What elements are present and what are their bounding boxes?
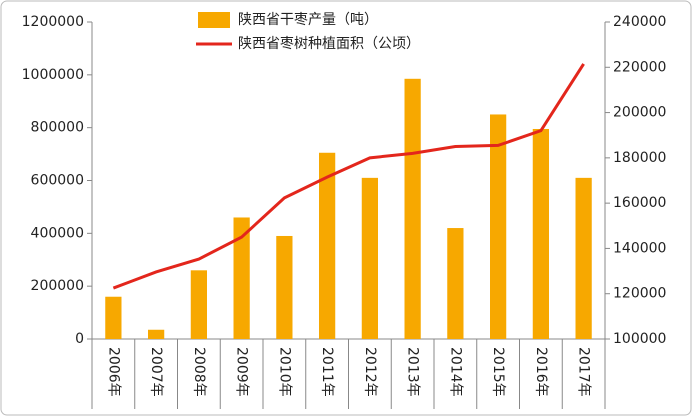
y2-tick-label: 200000 [613,105,666,121]
y2-tick-label: 220000 [613,59,666,75]
x-tick-label: 2008年 [191,347,207,397]
legend-label: 陕西省干枣产量（吨） [238,12,378,28]
bar [190,270,207,339]
bar [490,114,507,339]
x-tick-label: 2007年 [148,347,164,397]
y2-tick-label: 240000 [613,14,666,30]
legend-label: 陕西省枣树种植面积（公顷） [238,36,420,52]
x-tick-label: 2013年 [405,347,421,397]
x-tick-label: 2017年 [576,347,592,397]
x-tick-label: 2009年 [234,347,250,397]
y2-tick-label: 100000 [613,331,666,347]
bar [233,217,250,339]
bar [276,235,293,339]
y-tick-label: 1200000 [22,14,84,30]
y-tick-label: 0 [75,331,84,347]
y-tick-label: 400000 [31,225,84,241]
x-tick-label: 2014年 [447,347,463,397]
x-tick-label: 2016年 [533,347,549,397]
bar [532,128,549,339]
y2-tick-label: 160000 [613,195,666,211]
y-tick-label: 800000 [31,120,84,136]
bar [105,296,122,339]
x-tick-label: 2015年 [490,347,506,397]
x-tick-label: 2010年 [276,347,292,397]
x-tick-label: 2011年 [319,347,335,397]
x-tick-label: 2006年 [105,347,121,397]
bar [148,329,165,339]
y-tick-label: 200000 [31,278,84,294]
bar [404,78,421,339]
bar [361,177,378,339]
y-tick-label: 1000000 [22,67,84,83]
y2-tick-label: 180000 [613,150,666,166]
bar [447,228,464,339]
y2-tick-label: 140000 [613,240,666,256]
bar [575,177,592,339]
y2-tick-label: 120000 [613,286,666,302]
y-tick-label: 600000 [31,173,84,189]
legend-swatch [198,12,230,28]
x-tick-label: 2012年 [362,347,378,397]
line [112,63,585,290]
bar [319,152,336,339]
